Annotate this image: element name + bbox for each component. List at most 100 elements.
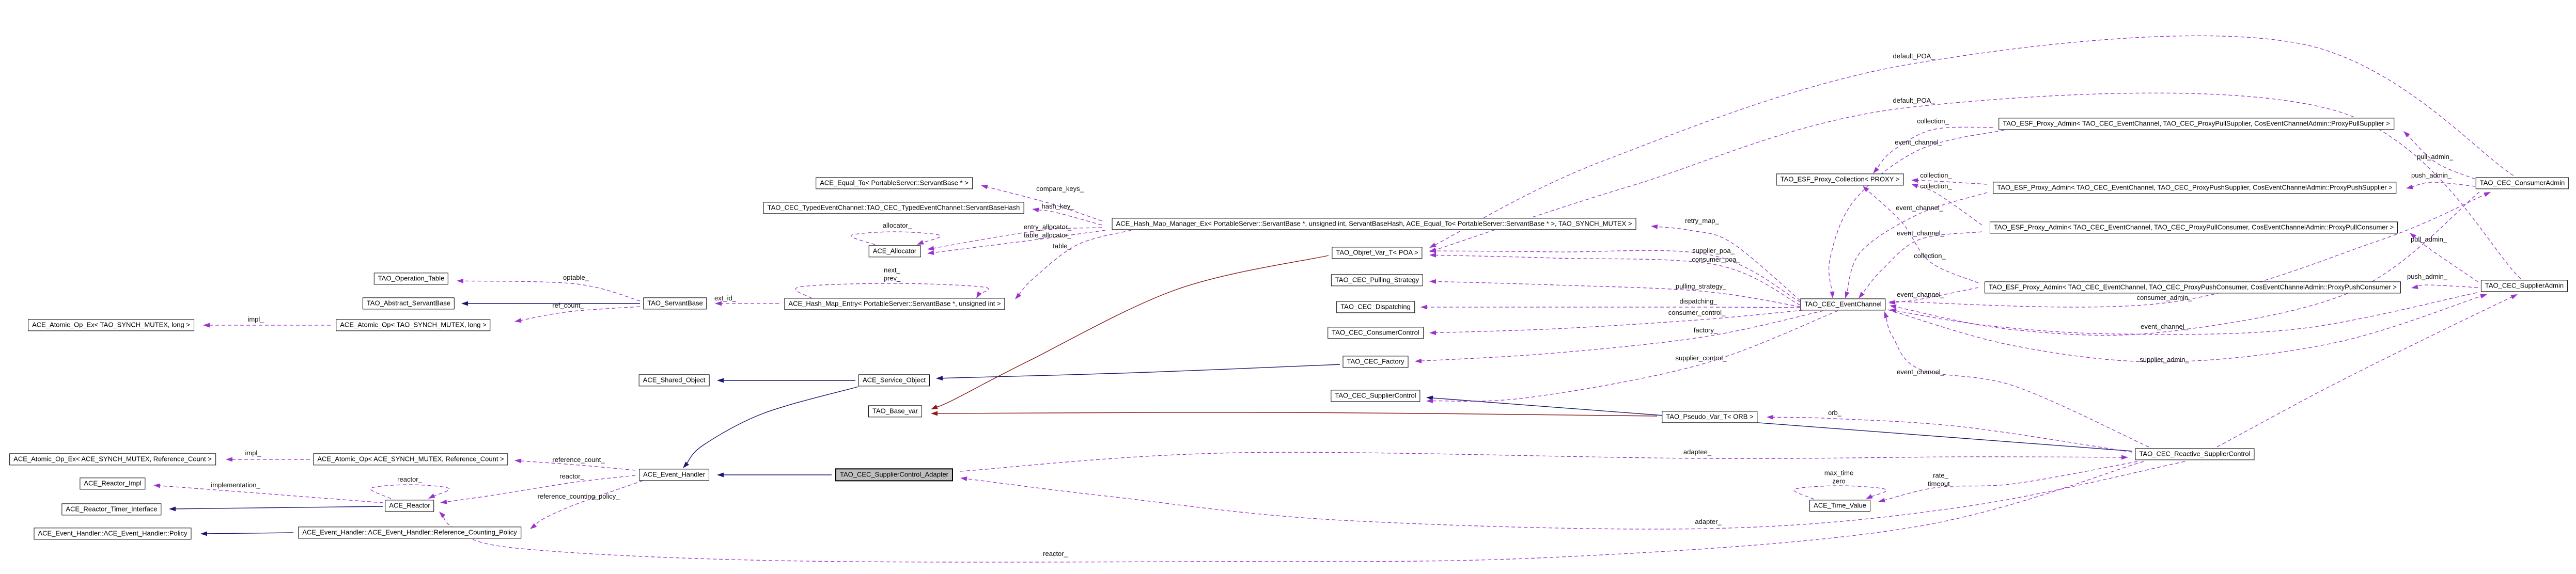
edge-tao_cec_eventchannel--tao_cec_supplieradmin (1887, 295, 2483, 362)
edge-label-esf_proxy_admin_pullconsumer--tao_cec_eventchannel: event_channel_ (1897, 229, 1944, 237)
arrowhead-icon (1890, 308, 1897, 313)
class-node-ace_atomic_op_ex_ace[interactable]: ACE_Atomic_Op_Ex< ACE_SYNCH_MUTEX, Refer… (9, 453, 216, 466)
arrowhead-icon (1845, 291, 1850, 298)
edge-label-tao_cec_eventchannel--tao_cec_suppliercontrol: supplier_control_ (1675, 354, 1727, 362)
edge-ace_hash_map_manager_ex--ace_allocator (931, 230, 1106, 253)
class-node-ace_event_handler[interactable]: ACE_Event_Handler (639, 469, 709, 481)
class-node-tao_base_var[interactable]: TAO_Base_var (868, 405, 922, 418)
class-node-tao_pseudo_var_t_orb[interactable]: TAO_Pseudo_Var_T< ORB > (1662, 411, 1758, 423)
class-node-tao_cec_consumercontrol[interactable]: TAO_CEC_ConsumerControl (1328, 327, 1424, 339)
class-node-ace_service_object[interactable]: ACE_Service_Object (858, 374, 930, 387)
arrowhead-icon (1890, 305, 1897, 309)
edge-tao_pseudo_var_t_orb--tao_base_var (935, 412, 1658, 417)
class-node-esf_proxy_admin_pullsupplier[interactable]: TAO_ESF_Proxy_Admin< TAO_CEC_EventChanne… (1999, 118, 2394, 130)
arrowhead-icon (1429, 247, 1437, 252)
class-node-esf_proxy_admin_pullconsumer[interactable]: TAO_ESF_Proxy_Admin< TAO_CEC_EventChanne… (1989, 221, 2398, 234)
edge-esf_proxy_admin_pushconsumer--tao_esf_proxy_collection (1866, 188, 1979, 283)
edge-label-tao_servantbase--tao_operation_table: optable_ (563, 274, 589, 282)
class-node-tao_esf_proxy_collection[interactable]: TAO_ESF_Proxy_Collection< PROXY > (1776, 173, 1904, 186)
class-node-tao_operation_table[interactable]: TAO_Operation_Table (373, 273, 449, 285)
edge-label-tao_cec_eventchannel--tao_cec_consumercontrol: consumer_control_ (1668, 309, 1726, 317)
arrowhead-icon (169, 506, 176, 512)
class-node-ace_reactor_timer_interface[interactable]: ACE_Reactor_Timer_Interface (61, 503, 162, 516)
arrowhead-icon (461, 301, 468, 306)
edge-label-tao_cec_eventchannel--tao_cec_supplieradmin: supplier_admin_ (2140, 356, 2189, 364)
arrowhead-icon (931, 411, 938, 416)
class-node-ace_hash_map_entry[interactable]: ACE_Hash_Map_Entry< PortableServer::Serv… (784, 298, 1005, 310)
edge-tao_cec_supplieradmin--esf_proxy_admin_pushconsumer (2415, 284, 2478, 288)
arrowhead-icon (2406, 184, 2413, 189)
arrowhead-icon (927, 250, 934, 255)
edge-label-ace_event_handler--ace_reactor: reactor_ (559, 472, 584, 481)
edge-esf_proxy_admin_pullsupplier--tao_esf_proxy_collection (1876, 126, 1993, 170)
edge-label-ace_time_value--ace_time_value: max_time zero (1824, 469, 1854, 485)
arrowhead-icon (715, 301, 722, 306)
class-node-tao_cec_pulling_strategy[interactable]: TAO_CEC_Pulling_Strategy (1331, 274, 1424, 286)
arrowhead-icon (1884, 311, 1889, 318)
edge-label-tao_cec_eventchannel--tao_cec_factory: factory_ (1693, 326, 1718, 334)
class-node-ace_reactor_impl[interactable]: ACE_Reactor_Impl (80, 477, 146, 490)
class-node-esf_proxy_admin_pushsupplier[interactable]: TAO_ESF_Proxy_Admin< TAO_CEC_EventChanne… (1993, 182, 2397, 194)
edge-ace_service_object--ace_event_handler (685, 386, 859, 465)
class-node-tao_cec_suppliercontrol[interactable]: TAO_CEC_SupplierControl (1331, 390, 1420, 402)
class-node-ace_shared_object[interactable]: ACE_Shared_Object (638, 374, 710, 387)
arrowhead-icon (440, 499, 447, 504)
class-node-ace_atomic_op_tao[interactable]: ACE_Atomic_Op< TAO_SYNCH_MUTEX, long > (336, 319, 491, 331)
arrowhead-icon (200, 531, 208, 536)
class-node-tao_abstract_servantbase[interactable]: TAO_Abstract_ServantBase (362, 297, 455, 310)
class-node-tao_cec_dispatching[interactable]: TAO_CEC_Dispatching (1336, 301, 1415, 313)
class-node-tao_cec_consumeradmin[interactable]: TAO_CEC_ConsumerAdmin (2475, 177, 2569, 189)
class-node-tao_objref_var_t_poa[interactable]: TAO_Objref_Var_T< POA > (1332, 247, 1423, 259)
class-node-tao_cec_supplieradmin[interactable]: TAO_CEC_SupplierAdmin (2480, 280, 2568, 292)
edge-tao_cec_eventchannel--tao_objref_var_t_poa (1433, 254, 1801, 306)
class-node-tao_cec_reactive_suppliercontrol[interactable]: TAO_CEC_Reactive_SupplierControl (2135, 448, 2255, 460)
class-node-ace_equal_to[interactable]: ACE_Equal_To< PortableServer::ServantBas… (816, 177, 973, 189)
class-node-servantbasehash[interactable]: TAO_CEC_TypedEventChannel::TAO_CEC_Typed… (763, 202, 1024, 214)
edge-ace_reactor--ace_reactor_timer_interface (173, 506, 384, 509)
edge-label-ace_hash_map_entry--ace_hash_map_entry: next_ prev_ (883, 266, 901, 282)
edge-label-tao_cec_reactive_suppliercontrol--ace_reactor: reactor_ (1043, 550, 1068, 558)
edge-ace_hash_map_manager_ex--ace_hash_map_entry (1018, 230, 1132, 296)
edge-tao_objref_var_t_poa--tao_base_var (935, 255, 1329, 408)
arrowhead-icon (1429, 252, 1437, 258)
edge-tao_cec_reactive_suppliercontrol--tao_pseudo_var_t_orb (1771, 417, 2133, 453)
edge-tao_cec_reactive_suppliercontrol--ace_time_value (1882, 461, 2138, 501)
edge-tao_cec_consumeradmin--esf_proxy_admin_pushsupplier (2410, 182, 2476, 188)
class-node-ace_time_value[interactable]: ACE_Time_Value (1809, 500, 1870, 512)
arrowhead-icon (1429, 330, 1437, 336)
edge-label-esf_proxy_admin_pullconsumer--tao_esf_proxy_collection: collection_ (1920, 182, 1952, 190)
arrowhead-icon (1429, 279, 1437, 284)
edge-tao_cec_eventchannel--tao_cec_consumercontrol (1433, 310, 1803, 333)
edge-label-tao_cec_supplieradmin--esf_proxy_admin_pushconsumer: push_admin_ (2407, 273, 2448, 281)
edge-esf_proxy_admin_pushconsumer--tao_cec_eventchannel (1893, 287, 1979, 303)
class-node-ace_atomic_op_ace[interactable]: ACE_Atomic_Op< ACE_SYNCH_MUTEX, Referenc… (313, 453, 508, 466)
class-node-eh_reference_counting_policy[interactable]: ACE_Event_Handler::ACE_Event_Handler::Re… (298, 527, 521, 539)
edge-ace_hash_map_manager_ex--servantbasehash (1036, 209, 1102, 226)
class-node-tao_cec_suppliercontrol_adapter[interactable]: TAO_CEC_SupplierControl_Adapter (835, 468, 954, 482)
edge-label-ace_hash_map_manager_ex--ace_hash_map_entry: table_ (1053, 242, 1071, 250)
class-node-ace_atomic_op_ex_tao[interactable]: ACE_Atomic_Op_Ex< TAO_SYNCH_MUTEX, long … (28, 319, 194, 331)
edge-ace_event_handler--ace_atomic_op_ace (519, 460, 636, 471)
edge-label-ace_hash_map_manager_ex--ace_allocator: entry_allocator_ (1023, 223, 1072, 231)
class-node-ace_allocator[interactable]: ACE_Allocator (868, 245, 921, 258)
edge-label-tao_cec_eventchannel--tao_cec_dispatching: dispatching_ (1679, 297, 1718, 306)
edge-eh_reference_counting_policy--eh_policy (205, 532, 294, 534)
edge-esf_proxy_admin_pushsupplier--tao_esf_proxy_collection (1915, 180, 1988, 185)
edge-ace_event_handler--ace_reactor (444, 475, 636, 503)
class-node-tao_cec_factory[interactable]: TAO_CEC_Factory (1342, 356, 1409, 368)
arrowhead-icon (981, 184, 988, 189)
class-node-tao_cec_eventchannel[interactable]: TAO_CEC_EventChannel (1800, 298, 1886, 311)
class-node-ace_hash_map_manager_ex[interactable]: ACE_Hash_Map_Manager_Ex< PortableServer:… (1112, 218, 1636, 230)
class-node-tao_servantbase[interactable]: TAO_ServantBase (643, 297, 707, 310)
edge-label-ace_reactor--ace_reactor: reactor_ (397, 475, 422, 484)
class-node-eh_policy[interactable]: ACE_Event_Handler::ACE_Event_Handler::Po… (34, 528, 192, 540)
edge-label-tao_cec_reactive_suppliercontrol--tao_cec_eventchannel: event_channel_ (1897, 368, 1944, 376)
edge-label-ace_reactor--ace_reactor_impl: implementation_ (211, 481, 260, 489)
edge-label-tao_cec_consumeradmin--tao_cec_eventchannel: event_channel_ (2141, 323, 2188, 331)
arrowhead-icon (2403, 131, 2410, 138)
class-node-ace_reactor[interactable]: ACE_Reactor (385, 500, 434, 512)
arrowhead-icon (1426, 398, 1433, 404)
class-node-esf_proxy_admin_pushconsumer[interactable]: TAO_ESF_Proxy_Admin< TAO_CEC_EventChanne… (1985, 281, 2401, 294)
arrowhead-icon (1415, 358, 1422, 363)
